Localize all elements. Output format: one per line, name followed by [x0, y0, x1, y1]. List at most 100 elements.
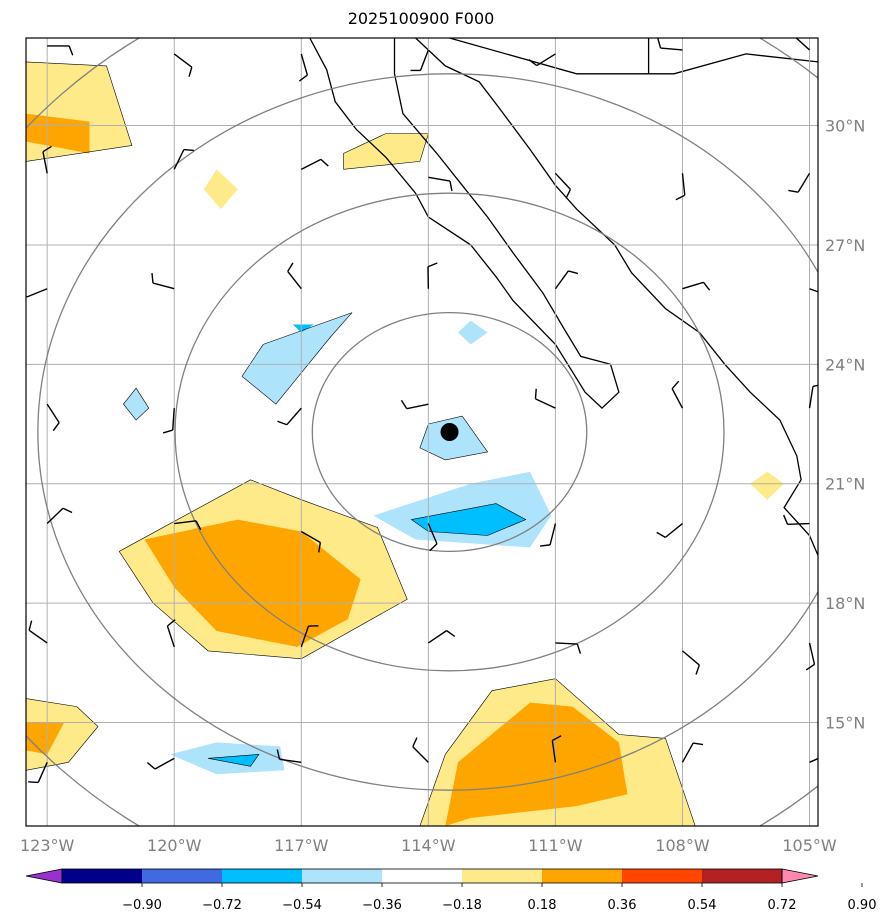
- wind-barb: [554, 172, 572, 199]
- wind-barb: [300, 530, 322, 553]
- wind-barb: [166, 619, 176, 648]
- x-tick-label: 111°W: [528, 836, 583, 855]
- contour-region-16: [411, 503, 526, 536]
- wind-barb: [46, 507, 73, 525]
- y-tick-label: 24°N: [825, 355, 865, 374]
- wind-barb: [783, 514, 810, 526]
- graticule: [26, 38, 818, 826]
- colorbar-tick-label: −0.36: [362, 898, 402, 913]
- contour-line-2: [343, 133, 429, 170]
- contour-line-18: [208, 754, 260, 767]
- contour-region-9: [445, 702, 628, 826]
- center-dot: [440, 423, 459, 441]
- chart-title: 2025100900 F000: [347, 9, 495, 28]
- colorbar-segment: [622, 869, 702, 883]
- x-tick-label: 114°W: [401, 836, 456, 855]
- colorbar-segment: [302, 869, 382, 883]
- contour-region-1: [26, 113, 90, 154]
- wind-barb: [675, 173, 686, 201]
- y-tick-label: 18°N: [825, 594, 865, 613]
- wind-barb: [400, 399, 429, 410]
- plot-frame: [25, 37, 819, 827]
- wind-barb: [28, 620, 48, 644]
- colorbar-segment: [542, 869, 622, 883]
- wind-barbs: [26, 38, 818, 784]
- contour-outline-layer: [26, 61, 696, 826]
- wind-barb: [46, 403, 60, 432]
- contour-region-13: [458, 320, 488, 345]
- wind-barb: [412, 737, 429, 763]
- wind-barb: [788, 172, 811, 193]
- x-tick-label: 123°W: [20, 836, 75, 855]
- wind-barb: [427, 262, 438, 289]
- colorbar-extend-low: [25, 868, 63, 884]
- y-tick-labels: 30°N 27°N 24°N 21°N 18°N 15°N: [825, 117, 865, 733]
- wind-barb: [276, 749, 302, 764]
- colorbar-frame: [61, 868, 783, 884]
- wind-barb: [805, 642, 816, 671]
- y-tick-label: 21°N: [825, 475, 865, 494]
- x-tick-label: 108°W: [655, 836, 710, 855]
- wind-barb: [657, 38, 683, 51]
- colorbar-segment: [222, 869, 302, 883]
- wind-barb: [809, 288, 818, 293]
- colorbar-tick-label: 0.90: [848, 898, 877, 913]
- contour-region-2: [343, 133, 429, 170]
- colorbar-segment: [382, 869, 462, 883]
- contour-line-12: [123, 387, 150, 421]
- colorbar-tick-label: −0.90: [122, 898, 162, 913]
- wind-barb: [554, 270, 579, 290]
- wind-barb: [528, 53, 556, 67]
- colorbar-segment: [142, 869, 222, 883]
- colorbar-tick-label: −0.54: [282, 898, 322, 913]
- contour-line-10: [241, 312, 353, 405]
- colorbar-segment: [462, 869, 542, 883]
- wind-barb: [551, 735, 562, 763]
- y-tick-label: 27°N: [825, 236, 865, 255]
- wind-barb: [146, 757, 175, 770]
- contour-line-14: [419, 415, 489, 461]
- range-ring: [311, 311, 588, 553]
- wind-barb: [809, 757, 818, 763]
- colorbar-tick-label: 0.18: [528, 898, 557, 913]
- contour-line-8: [419, 678, 696, 826]
- y-tick-label: 30°N: [825, 117, 865, 136]
- wind-barb: [300, 158, 329, 170]
- wind-barb: [173, 148, 194, 170]
- colorbar-segment: [702, 869, 782, 883]
- wind-barb: [427, 630, 456, 644]
- contour-region-5: [144, 519, 361, 647]
- wind-barb: [28, 762, 48, 784]
- contour-region-19: [750, 471, 785, 500]
- wind-barb: [42, 145, 52, 174]
- colorbar-extend-high: [781, 868, 819, 884]
- coastline-layer: [309, 38, 818, 556]
- x-tick-label: 117°W: [274, 836, 329, 855]
- coastline-1: [415, 38, 818, 556]
- wind-barb: [151, 273, 175, 290]
- wind-barb: [287, 262, 302, 290]
- contour-line-6: [26, 698, 99, 771]
- contour-line-16: [410, 503, 527, 536]
- wind-barb: [681, 742, 704, 763]
- wind-barb: [534, 388, 556, 409]
- wind-barb: [277, 407, 302, 426]
- contour-region-15: [373, 471, 552, 548]
- wind-barb: [555, 642, 582, 654]
- x-tick-labels: 123°W 120°W 117°W 114°W 111°W 108°W 105°W: [20, 836, 837, 855]
- wind-barb: [300, 625, 319, 648]
- wind-barb: [47, 45, 74, 56]
- colorbar-tick-label: 0.54: [688, 898, 717, 913]
- range-ring: [174, 192, 725, 672]
- contour-line-0: [26, 61, 133, 162]
- wind-barb: [173, 53, 193, 77]
- storm-center-marker: [440, 423, 459, 441]
- contour-region-10: [242, 312, 353, 405]
- contour-region-11: [292, 324, 314, 333]
- colorbar-tick-label: −0.72: [202, 898, 242, 913]
- wind-barb: [26, 288, 48, 298]
- colorbar-tick-label: −0.18: [442, 898, 482, 913]
